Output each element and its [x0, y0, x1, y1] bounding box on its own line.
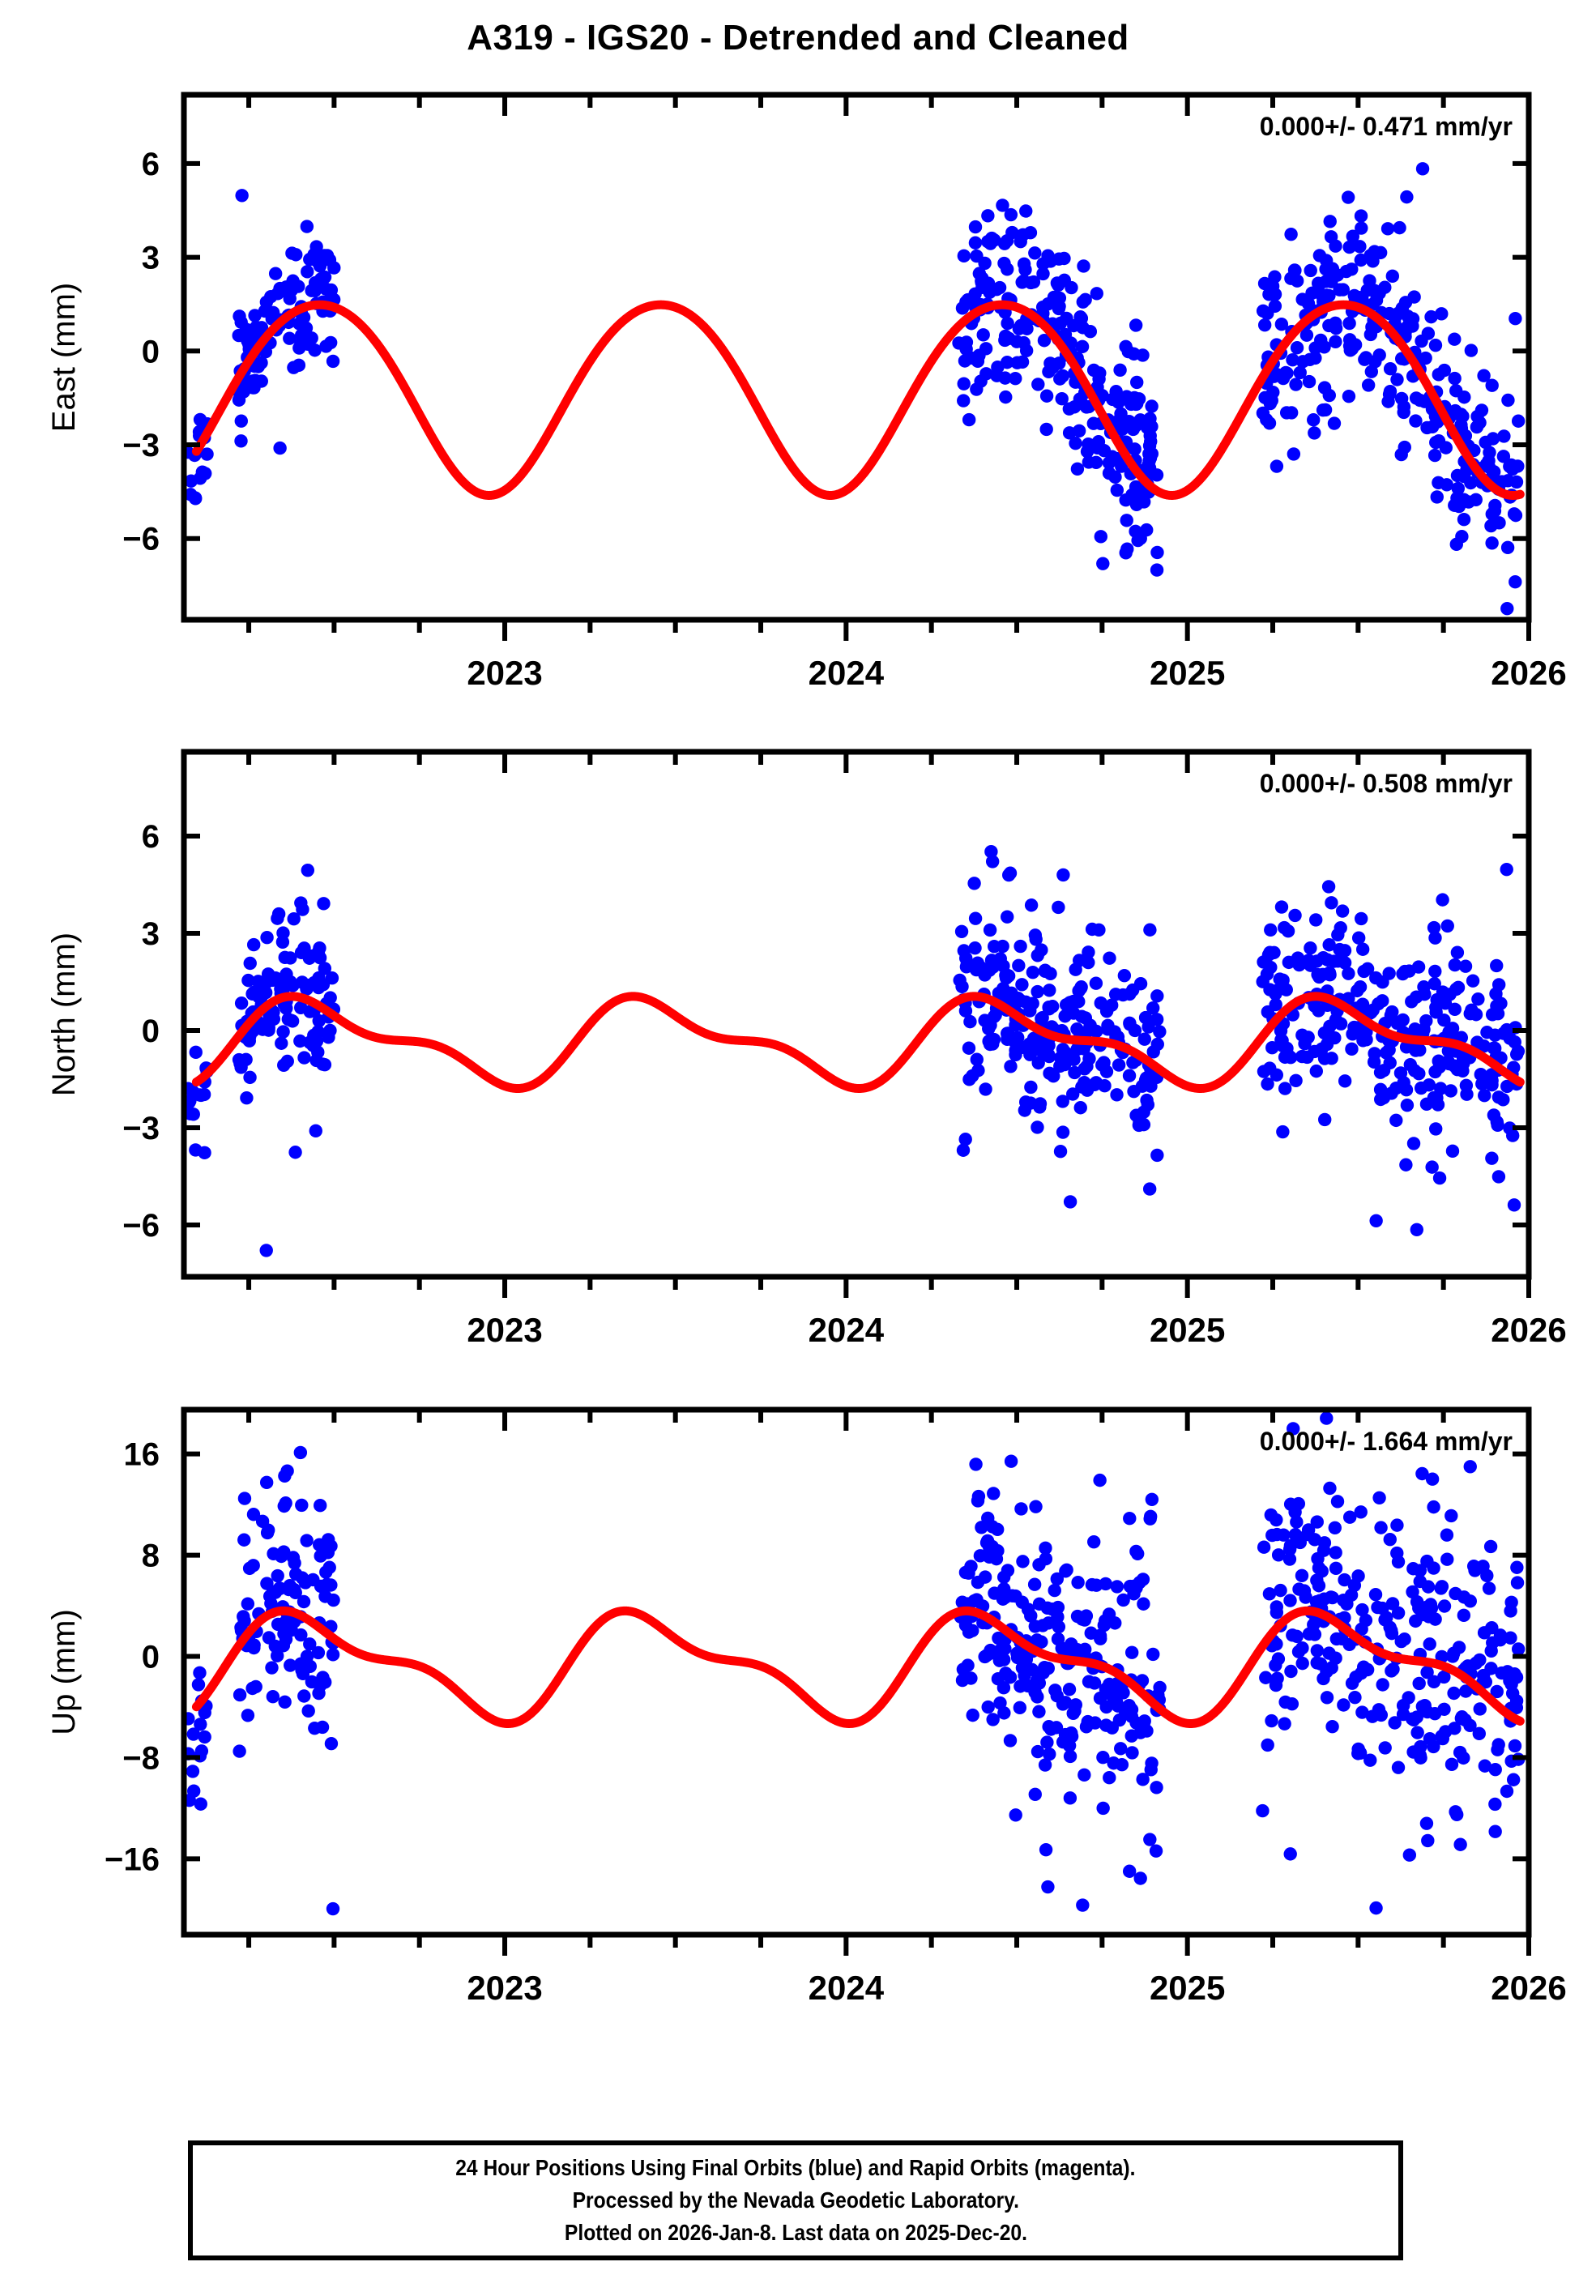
model-curve-east: [191, 300, 1525, 500]
x-tick-label: 2024: [809, 1311, 885, 1349]
x-tick-label: 2023: [467, 654, 542, 692]
y-axis-east: 6 3 0 −3 −6: [122, 147, 1529, 557]
plot-area-up: 16 8 0 −8 −16 2023 2024 2025 2026 Up (mm) 0.000+/-…: [46, 1406, 1567, 2007]
x-axis-up: 2023 2024 2025 2026: [246, 1410, 1567, 2007]
y-tick-label: −3: [122, 1111, 160, 1146]
x-axis-east: 2023 2024 2025 2026: [246, 95, 1567, 692]
y-tick-label: 6: [142, 147, 160, 182]
x-tick-label: 2024: [809, 654, 885, 692]
rate-annotation-up: 0.000+/- 1.664 mm/yr: [1260, 1427, 1513, 1456]
data-layer-east: [184, 162, 1526, 616]
y-tick-label: 0: [142, 334, 160, 369]
x-tick-label: 2024: [809, 1969, 885, 2007]
y-axis-label-east: East (mm): [46, 283, 82, 432]
y-tick-label: −3: [122, 428, 160, 463]
y-tick-label: 16: [124, 1437, 160, 1473]
caption-box: 24 Hour Positions Using Final Orbits (bl…: [188, 2140, 1403, 2260]
data-layer-up: [184, 1411, 1526, 1916]
plot-frame-up: [181, 1406, 1532, 1938]
rate-annotation-east: 0.000+/- 0.471 mm/yr: [1260, 112, 1513, 141]
y-tick-label: −16: [105, 1841, 160, 1877]
plot-area-east: 6 3 0 −3 −6 2023 2024 2025 2026 East (mm) 0.000+/-…: [46, 92, 1567, 692]
panel-up: 16 8 0 −8 −16 2023 2024 2025 2026 Up (mm) 0.000+/-…: [22, 1385, 1594, 2024]
y-tick-label: −6: [122, 1208, 160, 1244]
y-tick-label: 3: [142, 916, 160, 952]
x-tick-label: 2023: [467, 1311, 542, 1349]
model-curve-north: [191, 992, 1525, 1093]
x-tick-label: 2025: [1150, 654, 1225, 692]
panel-east: 6 3 0 −3 −6 2023 2024 2025 2026 East (mm) 0.000+/-…: [22, 70, 1594, 709]
plot-area-north: 6 3 0 −3 −6 2023 2024 2025 2026 North (mm) 0.000+/…: [46, 749, 1567, 1349]
x-tick-label: 2026: [1491, 1311, 1566, 1349]
x-axis-north: 2023 2024 2025 2026: [246, 752, 1567, 1349]
y-tick-label: −6: [122, 522, 160, 557]
y-tick-label: 0: [142, 1014, 160, 1049]
page-title: A319 - IGS20 - Detrended and Cleaned: [467, 18, 1129, 58]
y-axis-label-up: Up (mm): [46, 1609, 82, 1735]
x-tick-label: 2026: [1491, 654, 1566, 692]
rate-annotation-north: 0.000+/- 0.508 mm/yr: [1260, 769, 1513, 798]
x-tick-label: 2025: [1150, 1969, 1225, 2007]
x-tick-label: 2026: [1491, 1969, 1566, 2007]
y-axis-up: 16 8 0 −8 −16: [105, 1437, 1529, 1877]
y-tick-label: −8: [122, 1740, 160, 1776]
y-axis-north: 6 3 0 −3 −6: [122, 819, 1529, 1244]
y-tick-label: 0: [142, 1639, 160, 1675]
caption-line-1: 24 Hour Positions Using Final Orbits (bl…: [455, 2155, 1136, 2181]
plot-frame-east: [181, 92, 1532, 623]
y-tick-label: 6: [142, 819, 160, 855]
caption-line-3: Plotted on 2026-Jan-8. Last data on 2025…: [564, 2219, 1027, 2245]
model-curve-up: [191, 1606, 1525, 1728]
y-tick-label: 3: [142, 241, 160, 276]
plot-frame-north: [181, 749, 1532, 1280]
data-layer-north: [184, 845, 1526, 1257]
x-tick-label: 2023: [467, 1969, 542, 2007]
y-tick-label: 8: [142, 1538, 160, 1574]
caption-line-2: Processed by the Nevada Geodetic Laborat…: [572, 2187, 1019, 2213]
panel-north: 6 3 0 −3 −6 2023 2024 2025 2026 North (mm) 0.000+/…: [22, 728, 1594, 1366]
y-axis-label-north: North (mm): [46, 932, 82, 1096]
x-tick-label: 2025: [1150, 1311, 1225, 1349]
